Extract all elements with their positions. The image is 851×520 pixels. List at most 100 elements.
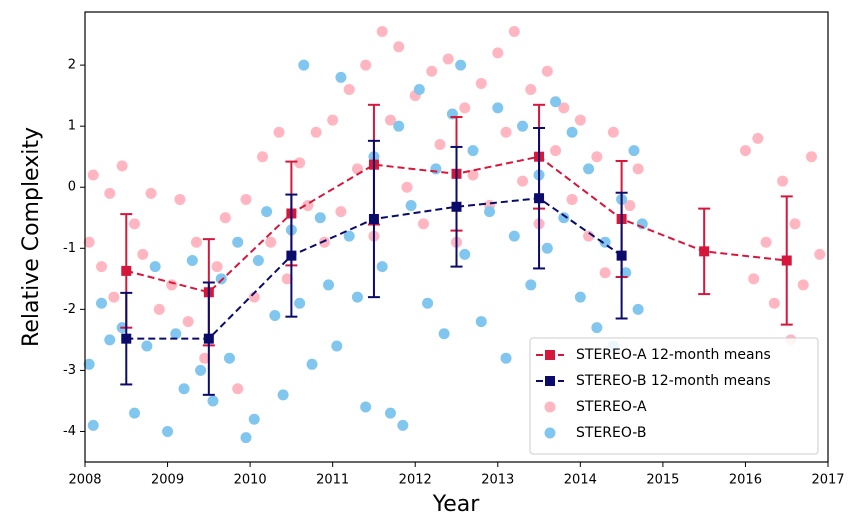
x-tick-label: 2012 bbox=[399, 473, 432, 488]
scatter-point bbox=[108, 291, 120, 303]
mean-marker bbox=[203, 333, 214, 344]
y-tick-label: -2 bbox=[63, 302, 76, 317]
scatter-point bbox=[294, 297, 306, 309]
legend-label: STEREO-A bbox=[576, 399, 647, 415]
scatter-point bbox=[360, 401, 372, 413]
scatter-point bbox=[145, 187, 157, 199]
scatter-point bbox=[343, 230, 355, 242]
scatter-point bbox=[492, 47, 504, 59]
scatter-point bbox=[492, 102, 504, 114]
legend-marker bbox=[545, 376, 555, 386]
scatter-point bbox=[116, 160, 128, 172]
scatter-point bbox=[190, 236, 202, 248]
scatter-point bbox=[240, 193, 252, 205]
x-tick-label: 2014 bbox=[564, 473, 597, 488]
y-tick-label: 0 bbox=[68, 180, 76, 195]
scatter-point bbox=[558, 102, 570, 114]
scatter-point bbox=[397, 419, 409, 431]
mean-marker bbox=[451, 201, 462, 212]
scatter-point bbox=[422, 297, 434, 309]
scatter-point bbox=[475, 316, 487, 328]
scatter-point bbox=[583, 230, 595, 242]
scatter-point bbox=[739, 145, 751, 157]
scatter-point bbox=[591, 151, 603, 163]
mean-marker bbox=[368, 213, 379, 224]
scatter-point bbox=[760, 236, 772, 248]
scatter-point bbox=[591, 322, 603, 334]
scatter-point bbox=[550, 145, 562, 157]
scatter-point bbox=[517, 120, 529, 132]
scatter-point bbox=[541, 65, 553, 77]
scatter-point bbox=[182, 316, 194, 328]
scatter-point bbox=[129, 218, 141, 230]
scatter-point bbox=[583, 163, 595, 175]
scatter-point bbox=[298, 59, 310, 71]
scatter-point bbox=[207, 395, 219, 407]
scatter-point bbox=[566, 193, 578, 205]
scatter-point bbox=[438, 328, 450, 340]
scatter-point bbox=[232, 383, 244, 395]
scatter-point bbox=[797, 279, 809, 291]
scatter-point bbox=[607, 126, 619, 138]
x-tick-label: 2017 bbox=[811, 473, 844, 488]
y-axis-label: Relative Complexity bbox=[19, 127, 44, 347]
scatter-point bbox=[393, 41, 405, 53]
scatter-point bbox=[211, 261, 223, 273]
legend-label: STEREO-A 12-month means bbox=[576, 347, 771, 363]
scatter-point bbox=[265, 236, 277, 248]
scatter-point bbox=[405, 200, 417, 212]
scatter-point bbox=[294, 157, 306, 169]
scatter-point bbox=[186, 255, 198, 267]
scatter-point bbox=[599, 267, 611, 279]
scatter-point bbox=[174, 193, 186, 205]
scatter-point bbox=[261, 206, 273, 218]
scatter-point bbox=[455, 59, 467, 71]
scatter-point bbox=[318, 236, 330, 248]
x-tick-label: 2013 bbox=[481, 473, 514, 488]
scatter-point bbox=[248, 413, 260, 425]
scatter-point bbox=[768, 297, 780, 309]
scatter-point bbox=[343, 84, 355, 96]
scatter-point bbox=[162, 425, 174, 437]
scatter-point bbox=[525, 84, 537, 96]
y-tick-label: -4 bbox=[63, 424, 76, 439]
x-tick-label: 2015 bbox=[646, 473, 679, 488]
scatter-point bbox=[541, 242, 553, 254]
scatter-point bbox=[508, 230, 520, 242]
scatter-point bbox=[401, 181, 413, 193]
scatter-point bbox=[752, 132, 764, 144]
x-axis-label: Year bbox=[432, 492, 481, 517]
scatter-point bbox=[137, 248, 149, 260]
y-tick-label: 2 bbox=[68, 58, 76, 73]
scatter-point bbox=[805, 151, 817, 163]
scatter-point bbox=[277, 389, 289, 401]
scatter-point bbox=[814, 248, 826, 260]
scatter-point bbox=[215, 273, 227, 285]
scatter-point bbox=[314, 212, 326, 224]
scatter-point bbox=[153, 303, 165, 315]
scatter-point bbox=[256, 151, 268, 163]
scatter-point bbox=[269, 309, 281, 321]
scatter-point bbox=[574, 114, 586, 126]
scatter-point bbox=[87, 419, 99, 431]
scatter-point bbox=[624, 200, 636, 212]
legend-box bbox=[529, 337, 819, 455]
scatter-point bbox=[83, 236, 95, 248]
scatter-point bbox=[87, 169, 99, 181]
scatter-point bbox=[166, 279, 178, 291]
scatter-point bbox=[384, 407, 396, 419]
scatter-point bbox=[273, 126, 285, 138]
scatter-point bbox=[566, 126, 578, 138]
scatter-point bbox=[360, 59, 372, 71]
legend-marker bbox=[544, 427, 556, 439]
scatter-point bbox=[417, 218, 429, 230]
scatter-point bbox=[252, 255, 264, 267]
y-tick-label: -1 bbox=[63, 241, 76, 256]
scatter-point bbox=[281, 273, 293, 285]
scatter-point bbox=[620, 267, 632, 279]
scatter-point bbox=[96, 261, 108, 273]
y-tick-label: -3 bbox=[63, 363, 76, 378]
scatter-point bbox=[104, 187, 116, 199]
scatter-point bbox=[149, 261, 161, 273]
